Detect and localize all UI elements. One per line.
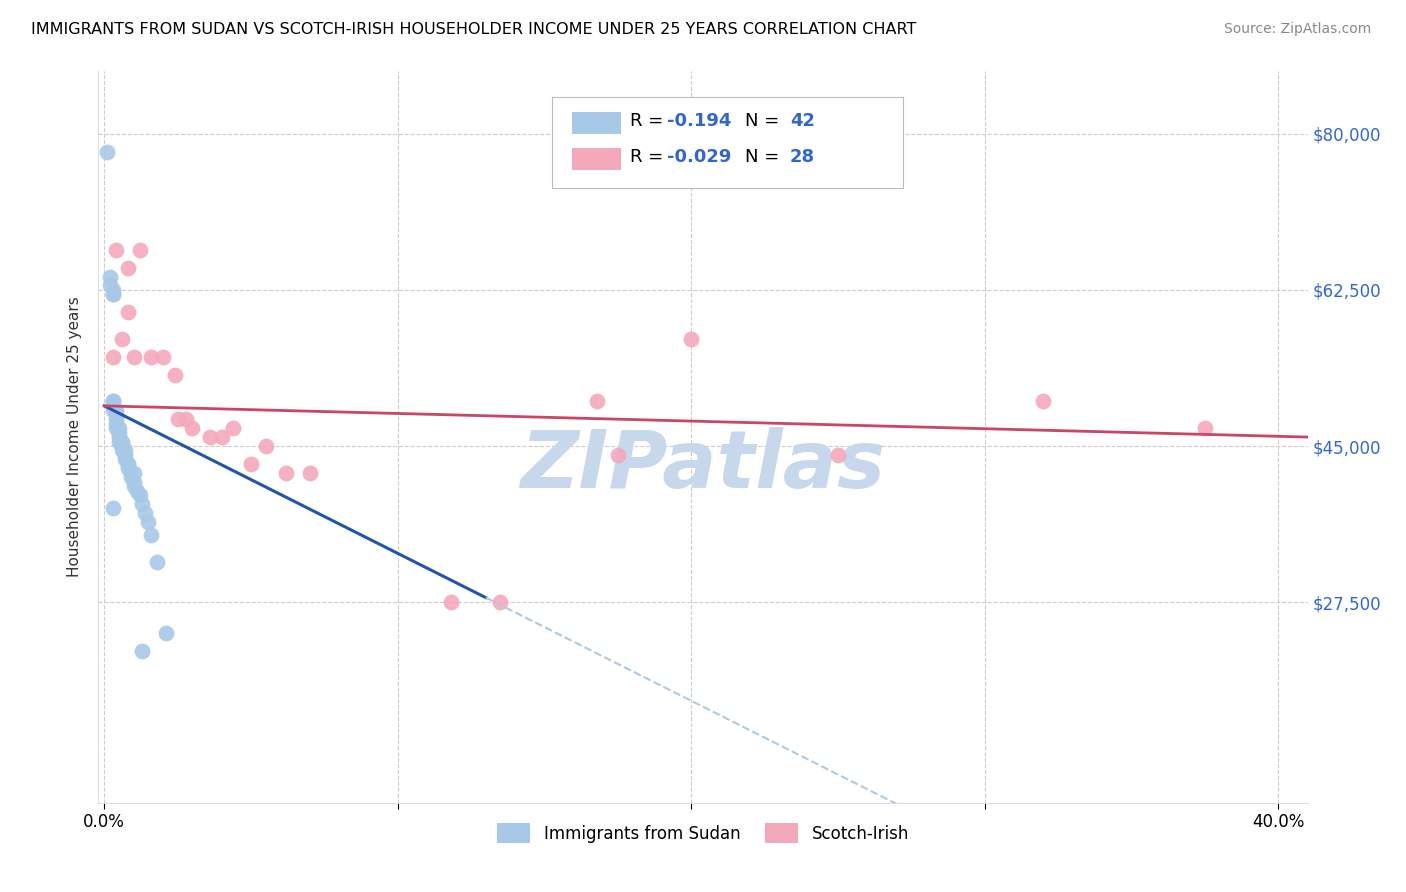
Text: IMMIGRANTS FROM SUDAN VS SCOTCH-IRISH HOUSEHOLDER INCOME UNDER 25 YEARS CORRELAT: IMMIGRANTS FROM SUDAN VS SCOTCH-IRISH HO… [31,22,917,37]
Point [108,430,131,444]
Point [101,394,124,409]
Point [105,243,128,257]
Point [117,457,139,471]
Point [176,412,198,426]
Point [105,421,128,435]
Point [141,528,163,542]
Point [276,466,298,480]
Point [114,448,136,462]
Point [122,479,145,493]
Point [128,243,150,257]
Text: ZIPatlas: ZIPatlas [520,427,886,506]
Text: 42: 42 [790,112,815,130]
Point [131,644,153,658]
Text: 28: 28 [790,148,815,166]
Point [606,448,628,462]
FancyBboxPatch shape [572,148,621,170]
Point [122,475,145,489]
Point [181,421,204,435]
Point [101,287,124,301]
Point [152,350,174,364]
Point [101,394,124,409]
Y-axis label: Householder Income Under 25 years: Householder Income Under 25 years [67,297,83,577]
Text: -0.194: -0.194 [666,112,731,130]
Point [254,439,277,453]
Point [111,332,134,346]
Point [827,448,849,462]
Point [125,483,148,498]
Point [222,421,245,435]
Point [111,434,134,449]
Point [120,466,142,480]
Point [101,283,124,297]
Point [131,497,153,511]
Point [1032,394,1054,409]
Point [108,434,131,449]
Point [166,412,188,426]
Point [101,403,124,417]
Point [586,394,609,409]
Point [120,470,142,484]
Text: Source: ZipAtlas.com: Source: ZipAtlas.com [1223,22,1371,37]
Point [117,457,139,471]
Point [105,412,128,426]
Point [141,350,163,364]
Point [117,461,139,475]
Point [111,439,134,453]
Text: N =: N = [745,112,786,130]
Point [108,421,131,435]
Point [155,626,177,640]
Text: R =: R = [630,148,669,166]
Point [105,408,128,422]
Point [128,488,150,502]
Point [1194,421,1216,435]
Point [298,466,321,480]
FancyBboxPatch shape [551,97,903,188]
Point [98,278,121,293]
Point [101,287,124,301]
Text: R =: R = [630,112,669,130]
Point [439,595,461,609]
Legend: Immigrants from Sudan, Scotch-Irish: Immigrants from Sudan, Scotch-Irish [491,817,915,849]
Point [101,501,124,516]
Point [163,368,186,382]
Point [489,595,512,609]
Text: N =: N = [745,148,786,166]
Point [98,269,121,284]
FancyBboxPatch shape [572,112,621,135]
Point [105,417,128,431]
Point [114,452,136,467]
Point [117,260,139,275]
Point [122,350,145,364]
Point [111,443,134,458]
Point [136,515,159,529]
Point [105,403,128,417]
Point [117,305,139,319]
Point [240,457,263,471]
Text: -0.029: -0.029 [666,148,731,166]
Point [211,430,233,444]
Point [146,555,169,569]
Point [101,350,124,364]
Point [114,443,136,458]
Point [681,332,703,346]
Point [198,430,221,444]
Point [96,145,118,159]
Point [108,425,131,440]
Point [134,506,156,520]
Point [122,466,145,480]
